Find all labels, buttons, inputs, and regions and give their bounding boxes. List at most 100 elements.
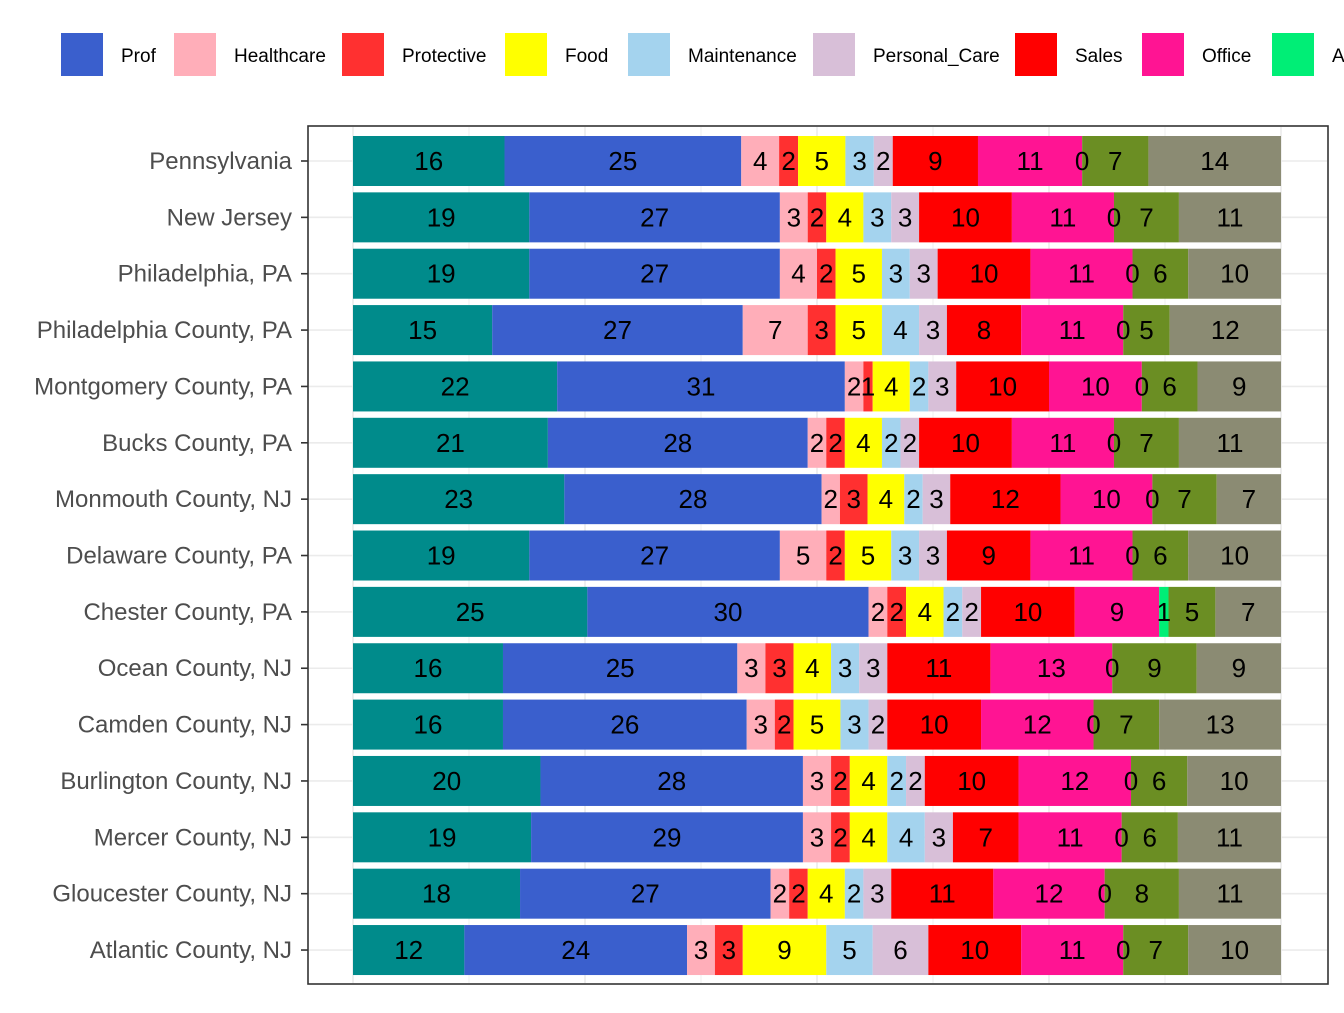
bar-value-label: 25	[456, 597, 485, 627]
bar-value-label: 12	[1023, 710, 1052, 740]
bar-bucks-county-pa-food	[844, 417, 882, 468]
bar-philadelphia-pa-series-12	[1188, 248, 1281, 299]
bar-chester-county-pa-a	[1159, 586, 1169, 637]
bar-philadelphia-pa-personal-care	[909, 248, 938, 299]
bar-value-label: 0	[1075, 146, 1089, 176]
bar-mercer-county-nj-personal-care	[924, 812, 953, 863]
bar-value-label: 5	[852, 259, 866, 289]
bar-monmouth-county-nj-food	[867, 474, 905, 525]
bar-philadelphia-pa-prof	[529, 248, 780, 299]
bar-value-label: 12	[1211, 315, 1240, 345]
bar-value-label: 2	[876, 146, 890, 176]
bar-camden-county-nj-series-12	[1159, 699, 1281, 750]
bar-montgomery-county-pa-personal-care	[928, 361, 957, 412]
bar-value-label: 11	[1049, 202, 1076, 232]
bar-camden-county-nj-gerial	[353, 699, 503, 750]
bar-value-label: 4	[918, 597, 932, 627]
bar-value-label: 19	[427, 202, 456, 232]
bar-value-label: 4	[805, 653, 819, 683]
bar-camden-county-nj-healthcare	[746, 699, 775, 750]
legend-key-protective	[342, 33, 384, 76]
bar-value-label: 11	[925, 653, 952, 683]
bar-value-label: 0	[1125, 259, 1139, 289]
bar-value-label: 4	[899, 822, 913, 852]
bar-value-label: 0	[1107, 202, 1121, 232]
bar-value-label: 3	[926, 315, 940, 345]
bar-new-jersey-prof	[529, 192, 780, 243]
bar-philadelphia-county-pa-office	[1021, 305, 1124, 356]
bar-value-label: 2	[828, 428, 842, 458]
bar-value-label: 0	[1086, 710, 1100, 740]
bar-chester-county-pa-personal-care	[962, 586, 982, 637]
bar-value-label: 31	[687, 371, 716, 401]
bar-value-label: 11	[1059, 935, 1086, 965]
y-tick-label: Philadelphia County, PA	[37, 317, 292, 344]
bar-mercer-county-nj-food	[849, 812, 888, 863]
bar-value-label: 11	[929, 879, 956, 909]
bar-atlantic-county-nj-personal-care	[872, 925, 929, 976]
y-tick-label: Monmouth County, NJ	[55, 486, 292, 513]
bar-value-label: 3	[754, 710, 768, 740]
bar-value-label: 2	[810, 202, 824, 232]
y-tick-label: Gloucester County, NJ	[52, 881, 292, 908]
bar-delaware-county-pa-office	[1030, 530, 1133, 581]
y-tick-label: Mercer County, NJ	[94, 824, 292, 851]
bar-value-label: 9	[777, 935, 791, 965]
bar-new-jersey-series-11	[1113, 192, 1179, 243]
bar-gloucester-county-nj-series-12	[1178, 868, 1281, 919]
bar-value-label: 0	[1114, 822, 1128, 852]
bar-value-label: 10	[970, 259, 999, 289]
bar-value-label: 20	[432, 766, 461, 796]
bar-value-label: 7	[768, 315, 782, 345]
bar-value-label: 10	[1220, 259, 1249, 289]
bar-camden-county-nj-maintenance	[840, 699, 869, 750]
bar-value-label: 3	[898, 541, 912, 571]
y-tick-label: Burlington County, NJ	[60, 768, 292, 795]
bar-value-label: 5	[861, 541, 875, 571]
bar-atlantic-county-nj-maintenance	[826, 925, 873, 976]
bar-chester-county-pa-series-11	[1168, 586, 1216, 637]
bar-burlington-county-nj-series-12	[1187, 755, 1281, 806]
bar-monmouth-county-nj-sales	[950, 474, 1061, 525]
bar-montgomery-county-pa-gerial	[353, 361, 558, 412]
bar-value-label: 2	[889, 766, 903, 796]
bar-value-label: 2	[819, 259, 833, 289]
bar-monmouth-county-nj-maintenance	[904, 474, 923, 525]
bar-value-label: 19	[427, 259, 456, 289]
bar-camden-county-nj-food	[793, 699, 841, 750]
bar-value-label: 4	[838, 202, 852, 232]
bar-atlantic-county-nj-gerial	[353, 925, 465, 976]
bar-value-label: 3	[916, 259, 930, 289]
bar-bucks-county-pa-series-12	[1178, 417, 1281, 468]
bar-montgomery-county-pa-series-11	[1141, 361, 1198, 412]
bar-value-label: 3	[926, 541, 940, 571]
bar-value-label: 3	[694, 935, 708, 965]
bar-mercer-county-nj-maintenance	[887, 812, 925, 863]
legend-key-prof	[61, 33, 103, 76]
bar-delaware-county-pa-series-12	[1188, 530, 1281, 581]
legend-label-office: Office	[1202, 46, 1251, 67]
bar-new-jersey-maintenance	[863, 192, 892, 243]
bar-ocean-county-nj-sales	[887, 643, 991, 694]
bar-value-label: 3	[810, 766, 824, 796]
bar-value-label: 7	[1119, 710, 1133, 740]
bar-value-label: 3	[870, 879, 884, 909]
bar-value-label: 3	[889, 259, 903, 289]
bar-monmouth-county-nj-series-11	[1152, 474, 1217, 525]
bar-philadelphia-pa-food	[835, 248, 882, 299]
bar-value-label: 1	[861, 371, 875, 401]
bar-value-label: 28	[663, 428, 692, 458]
bar-value-label: 5	[810, 710, 824, 740]
bar-montgomery-county-pa-series-12	[1197, 361, 1281, 412]
bar-value-label: 11	[1068, 541, 1095, 571]
bar-value-label: 0	[1116, 315, 1130, 345]
bar-mercer-county-nj-series-11	[1121, 812, 1178, 863]
bar-value-label: 12	[1035, 879, 1064, 909]
bar-delaware-county-pa-protective	[826, 530, 845, 581]
bar-atlantic-county-nj-healthcare	[687, 925, 715, 976]
bar-value-label: 28	[678, 484, 707, 514]
bar-mercer-county-nj-series-12	[1177, 812, 1281, 863]
bar-philadelphia-county-pa-series-12	[1169, 305, 1281, 356]
bar-value-label: 11	[1057, 822, 1084, 852]
